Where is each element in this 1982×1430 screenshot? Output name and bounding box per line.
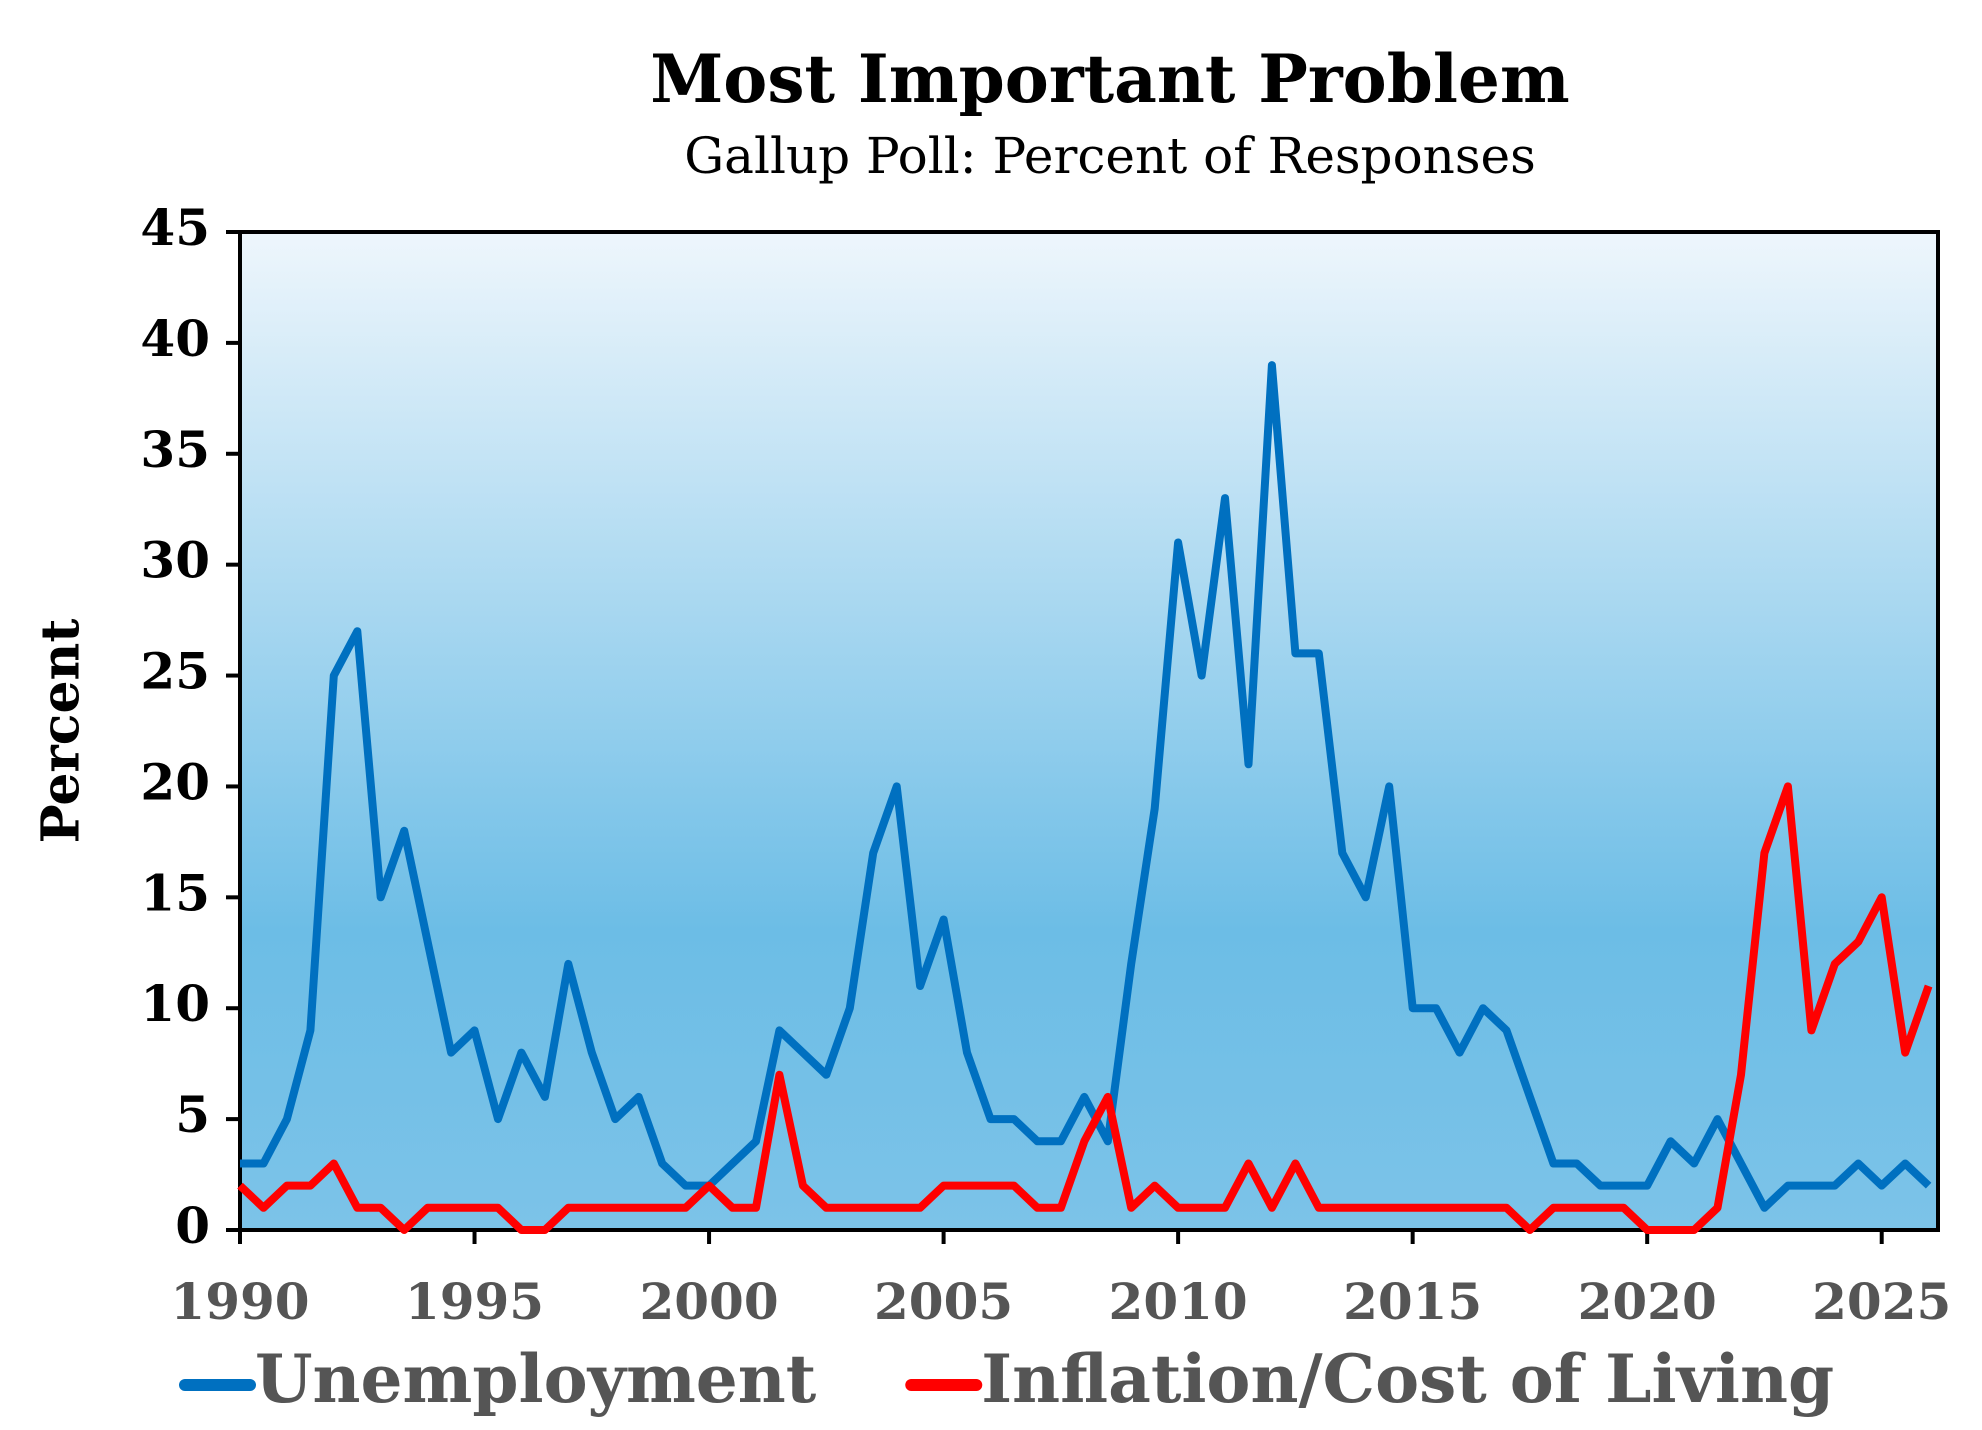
y-tick-label: 10: [140, 974, 210, 1033]
y-tick-label: 15: [140, 863, 210, 922]
y-tick-label: 40: [140, 309, 210, 368]
chart-subtitle: Gallup Poll: Percent of Responses: [684, 127, 1536, 185]
x-tick-label: 2005: [874, 1272, 1013, 1331]
y-tick-label: 30: [140, 531, 210, 590]
legend-label: Inflation/Cost of Living: [981, 1340, 1834, 1418]
x-tick-label: 2000: [639, 1272, 778, 1331]
y-tick-label: 20: [140, 752, 210, 811]
x-tick-label: 2025: [1812, 1272, 1951, 1331]
y-tick-label: 0: [175, 1196, 210, 1255]
y-tick-label: 5: [175, 1085, 210, 1144]
x-tick-label: 1990: [170, 1272, 309, 1331]
x-tick-label: 2020: [1578, 1272, 1717, 1331]
legend-label: Unemployment: [255, 1340, 817, 1418]
chart-title: Most Important Problem: [650, 40, 1570, 118]
y-tick-label: 45: [140, 198, 210, 257]
series-line: [237, 782, 1933, 1234]
y-tick-label: 35: [140, 420, 210, 479]
x-tick-label: 1995: [405, 1272, 544, 1331]
x-tick-label: 2010: [1109, 1272, 1248, 1331]
y-axis-label: Percent: [31, 619, 92, 844]
series-line: [240, 361, 1932, 1212]
plot-area: [238, 230, 1940, 1232]
y-tick-label: 25: [140, 642, 210, 701]
x-tick-label: 2015: [1343, 1272, 1482, 1331]
